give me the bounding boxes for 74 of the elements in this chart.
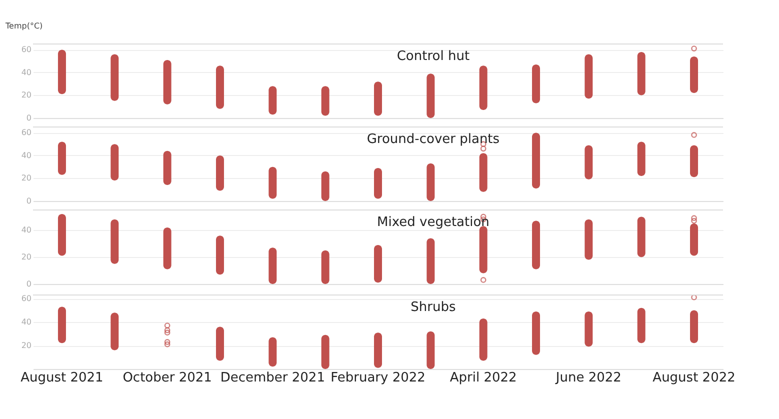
bar (532, 132, 540, 188)
bar (216, 66, 224, 109)
bar (532, 64, 540, 104)
bar (426, 163, 435, 201)
bar (58, 214, 66, 256)
bar (58, 50, 66, 94)
x-tick-label: October 2021 (122, 370, 212, 386)
bar (426, 331, 435, 369)
bar (110, 312, 119, 350)
y-tick-label: 20 (21, 174, 32, 183)
bar (110, 219, 119, 264)
y-tick-label: 60 (21, 128, 32, 138)
chart-title: Mixed vegetation (376, 215, 490, 230)
bar (374, 244, 382, 283)
bar (532, 311, 540, 355)
bar (268, 337, 277, 367)
y-axis-title: Temp(°C) (4, 22, 43, 30)
y-tick-label: 20 (21, 341, 32, 350)
bar (321, 334, 330, 369)
x-tick-label: August 2022 (652, 370, 736, 386)
bar (374, 332, 382, 368)
x-tick-label: April 2022 (450, 370, 517, 386)
y-tick-label: 40 (21, 226, 32, 235)
bar (690, 310, 698, 344)
bar (163, 227, 172, 270)
y-tick-label: 40 (21, 318, 32, 327)
y-tick-label: 0 (26, 196, 32, 206)
bar (584, 219, 593, 260)
bar (110, 144, 119, 181)
bar (268, 248, 277, 284)
bar (690, 145, 698, 178)
bar (637, 142, 646, 176)
y-tick-label: 60 (21, 294, 32, 304)
y-tick-label: 20 (21, 90, 32, 100)
bar (321, 171, 330, 201)
y-tick-label: 40 (21, 150, 32, 160)
bar (532, 220, 540, 270)
x-tick-label: August 2021 (20, 370, 104, 386)
bar (426, 238, 435, 284)
bar (374, 168, 382, 199)
chart-title: Control hut (396, 49, 470, 64)
bar (58, 306, 66, 344)
y-tick-label: 60 (21, 45, 32, 54)
bar (163, 60, 172, 104)
y-tick-label: 40 (21, 68, 32, 77)
bar (690, 56, 698, 93)
bar (216, 155, 224, 191)
bar (637, 308, 646, 344)
bar (216, 326, 224, 361)
chart-title: Ground-cover plants (366, 132, 500, 147)
x-tick-label: February 2022 (330, 370, 426, 386)
y-tick-label: 0 (26, 114, 32, 122)
bar (268, 86, 277, 115)
y-tick-label: 20 (21, 252, 32, 262)
bar (426, 74, 435, 118)
chart-title: Shrubs (410, 300, 456, 315)
bar (584, 145, 593, 180)
bar (110, 54, 119, 101)
bar (479, 66, 488, 110)
x-tick-label: December 2021 (220, 370, 325, 386)
bar (637, 52, 646, 96)
bar (479, 318, 488, 361)
bar (163, 150, 172, 186)
bar (268, 166, 277, 199)
bar (321, 86, 330, 116)
bar (584, 311, 593, 347)
bar (321, 250, 330, 284)
bar (374, 82, 382, 116)
bar (216, 236, 224, 275)
bar (58, 142, 66, 175)
bar (637, 216, 646, 258)
bar (584, 54, 593, 99)
y-tick-label: 0 (26, 280, 32, 288)
x-tick-label: June 2022 (554, 370, 622, 386)
